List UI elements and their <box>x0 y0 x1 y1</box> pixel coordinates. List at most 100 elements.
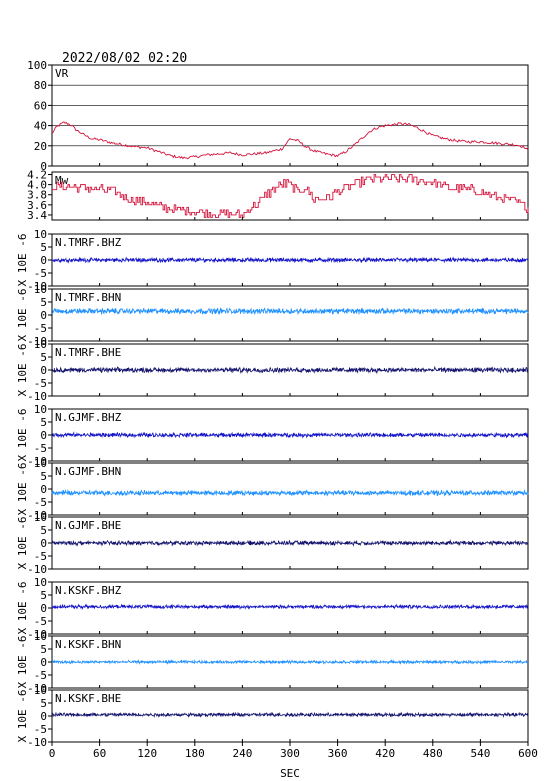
waveform-line <box>51 603 529 611</box>
y-tick-label: 5 <box>40 589 47 602</box>
mw-series-line <box>52 174 529 218</box>
y-tick-label: 4.0 <box>27 179 47 192</box>
y-tick-label: -10 <box>27 390 47 403</box>
y-tick-label: 3.4 <box>27 209 47 222</box>
y-tick-label: 0 <box>40 364 47 377</box>
panel-label: N.TMRF.BHZ <box>55 236 122 249</box>
y-tick-label: 10 <box>34 228 47 241</box>
panel-label: N.KSKF.BHZ <box>55 584 122 597</box>
panel-label: N.GJMF.BHN <box>55 465 121 478</box>
y-tick-label: 3.6 <box>27 199 47 212</box>
y-tick-label: 5 <box>40 416 47 429</box>
y-tick-label: -5 <box>34 669 47 682</box>
x-tick-label: 120 <box>137 747 157 760</box>
y-tick-label: 10 <box>34 457 47 470</box>
y-tick-label: 5 <box>40 241 47 254</box>
y-tick-label: 60 <box>34 99 47 112</box>
y-tick-label: 0 <box>40 160 47 173</box>
x-tick-label: 0 <box>49 747 56 760</box>
y-axis-label: X 10E -6 <box>16 517 29 570</box>
x-tick-label: 240 <box>232 747 252 760</box>
y-tick-label: -5 <box>34 267 47 280</box>
panel-vr: 0 20 40 60 80 100 VR <box>27 59 529 173</box>
x-tick-label: 300 <box>280 747 300 760</box>
x-tick-label: 360 <box>328 747 348 760</box>
y-tick-label: 40 <box>34 120 47 133</box>
y-tick-label: 0 <box>40 483 47 496</box>
y-tick-label: -10 <box>27 736 47 749</box>
x-tick-label: 540 <box>470 747 490 760</box>
y-tick-label: 100 <box>27 59 47 72</box>
y-axis-label: X 10E -6 <box>16 582 29 635</box>
panel-frame <box>51 581 529 635</box>
y-tick-label: -5 <box>34 322 47 335</box>
y-tick-label: -5 <box>34 442 47 455</box>
y-tick-label: 0 <box>40 309 47 322</box>
y-tick-label: -10 <box>27 563 47 576</box>
y-tick-label: 5 <box>40 470 47 483</box>
y-tick-label: 80 <box>34 79 47 92</box>
panel-label: N.KSKF.BHE <box>55 692 121 705</box>
x-tick-label: 420 <box>375 747 395 760</box>
waveform-line <box>51 307 529 316</box>
panel-frame <box>51 462 529 516</box>
y-axis-label: X 10E -6 <box>16 636 29 689</box>
waveform-line <box>51 489 529 497</box>
y-tick-label: 5 <box>40 351 47 364</box>
y-tick-label: 0 <box>40 710 47 723</box>
panel-mw: 3.43.63.84.04.2 Mw <box>27 169 529 222</box>
y-tick-label: 0 <box>40 537 47 550</box>
y-axis-label: X 10E -6 <box>16 344 29 397</box>
y-tick-label: 4.2 <box>27 169 47 182</box>
y-tick-label: -10 <box>27 455 47 468</box>
waveform-line <box>51 539 529 547</box>
y-axis-label: X 10E -6 <box>16 409 29 462</box>
y-tick-label: 10 <box>34 511 47 524</box>
y-axis-label: X 10E -6 <box>16 289 29 342</box>
y-tick-label: 10 <box>34 338 47 351</box>
y-tick-label: 3.8 <box>27 189 47 202</box>
y-axis-label: X 10E -6 <box>16 463 29 516</box>
y-tick-label: -10 <box>27 280 47 293</box>
y-tick-label: -10 <box>27 509 47 522</box>
y-tick-label: 0 <box>40 429 47 442</box>
x-tick-label: 180 <box>185 747 205 760</box>
panel-label: N.TMRF.BHN <box>55 291 121 304</box>
waveform-line <box>51 658 529 665</box>
y-tick-label: 5 <box>40 697 47 710</box>
y-tick-label: 10 <box>34 630 47 643</box>
waveform-line <box>51 431 529 439</box>
y-tick-label: 5 <box>40 643 47 656</box>
chart-title: 2022/08/02 02:20 <box>62 51 187 66</box>
y-tick-label: 0 <box>40 602 47 615</box>
vr-series-line <box>51 121 529 160</box>
y-tick-label: 0 <box>40 254 47 267</box>
x-tick-label: 600 <box>518 747 538 760</box>
y-tick-label: -10 <box>27 335 47 348</box>
y-tick-label: 0 <box>40 656 47 669</box>
x-tick-label: 480 <box>423 747 443 760</box>
x-axis: 0 60 120 180 240 300 360 420 480 540 600 <box>49 742 538 760</box>
y-tick-label: 10 <box>34 684 47 697</box>
y-tick-label: -5 <box>34 723 47 736</box>
panel-frame <box>51 64 529 167</box>
panel-label: N.TMRF.BHE <box>55 346 121 359</box>
y-tick-label: -5 <box>34 615 47 628</box>
panel-frame <box>51 288 529 342</box>
y-tick-label: 20 <box>34 140 47 153</box>
waveform-line <box>51 365 529 375</box>
y-axis-label: X 10E -6 <box>16 690 29 743</box>
y-axis-label: X 10E -6 <box>16 234 29 287</box>
panel-label: N.GJMF.BHE <box>55 519 121 532</box>
x-axis-label: SEC <box>280 767 300 780</box>
y-tick-label: 10 <box>34 576 47 589</box>
y-tick-label: 10 <box>34 403 47 416</box>
